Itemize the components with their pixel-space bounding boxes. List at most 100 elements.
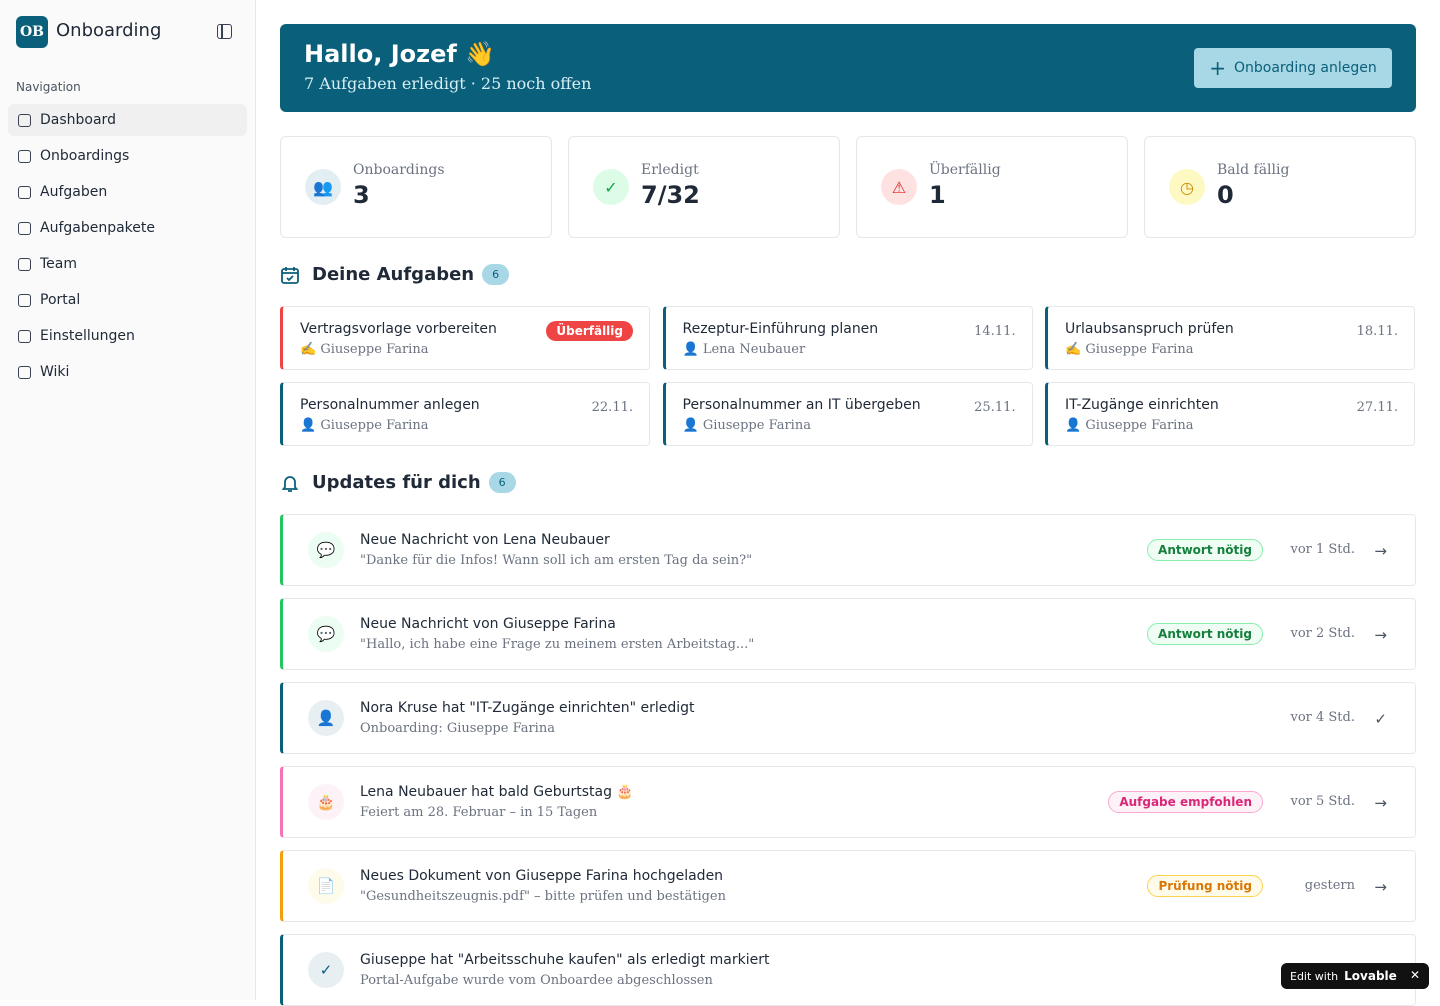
sidebar: OB Onboarding Navigation Dashboard Onboar… (0, 0, 256, 1000)
update-icon: 🎂 (308, 784, 344, 820)
nav-icon (18, 114, 31, 127)
update-action[interactable]: → (1374, 878, 1387, 896)
nav-label: Portal (40, 292, 81, 308)
update-card[interactable]: 👤 Nora Kruse hat "IT-Zugänge einrichten" … (280, 682, 1416, 754)
task-card[interactable]: Personalnummer anlegen 👤 Giuseppe Farina 2… (280, 382, 650, 446)
nav-item[interactable]: Einstellungen (8, 320, 247, 352)
stat-icon: 👥 (305, 169, 341, 205)
update-text: "Danke für die Infos! Wann soll ich am e… (360, 553, 753, 568)
update-title: Giuseppe hat "Arbeitsschuhe kaufen" als … (360, 952, 770, 968)
logo: OB (16, 16, 48, 48)
status-badge: Antwort nötig (1147, 623, 1263, 645)
nav-item[interactable]: Dashboard (8, 104, 247, 136)
nav-icon (18, 294, 31, 307)
stat-card: ◷ Bald fällig 0 (1144, 136, 1416, 238)
nav-icon (18, 366, 31, 379)
stat-label: Bald fällig (1217, 162, 1290, 178)
update-action[interactable]: ✓ (1374, 710, 1387, 728)
updates-heading: Updates für dich 6 (280, 472, 516, 493)
update-card[interactable]: 💬 Neue Nachricht von Giuseppe Farina "Hall… (280, 598, 1416, 670)
nav-item[interactable]: Team (8, 248, 247, 280)
stat-label: Überfällig (929, 162, 1001, 178)
update-time: vor 1 Std. (1290, 542, 1355, 557)
task-title: Vertragsvorlage vorbereiten (300, 321, 497, 337)
stat-value: 7/32 (641, 181, 700, 209)
update-title: Neue Nachricht von Giuseppe Farina (360, 616, 616, 632)
task-card[interactable]: Urlaubsanspruch prüfen ✍ Giuseppe Farina 1… (1045, 306, 1415, 370)
stat-icon: ◷ (1169, 169, 1205, 205)
task-card[interactable]: Personalnummer an IT übergeben 👤 Giuseppe… (662, 382, 1033, 446)
nav-item[interactable]: Aufgaben (8, 176, 247, 208)
button-label: Onboarding anlegen (1234, 60, 1377, 76)
stat-label: Onboardings (353, 162, 445, 178)
update-time: vor 5 Std. (1290, 794, 1355, 809)
task-person: ✍ Giuseppe Farina (300, 342, 429, 357)
task-title: IT-Zugänge einrichten (1065, 397, 1219, 413)
task-date: 22.11. (591, 400, 633, 415)
stat-value: 1 (929, 181, 946, 209)
update-title: Nora Kruse hat "IT-Zugänge einrichten" e… (360, 700, 695, 716)
update-card[interactable]: 💬 Neue Nachricht von Lena Neubauer "Danke … (280, 514, 1416, 586)
nav-icon (18, 258, 31, 271)
plus-icon: + (1209, 56, 1226, 80)
update-text: Onboarding: Giuseppe Farina (360, 721, 555, 736)
stat-card: ⚠ Überfällig 1 (856, 136, 1128, 238)
update-title: Lena Neubauer hat bald Geburtstag 🎂 (360, 784, 634, 800)
task-person: 👤 Giuseppe Farina (682, 418, 811, 433)
app-name: Onboarding (56, 20, 162, 41)
task-card[interactable]: Vertragsvorlage vorbereiten ✍ Giuseppe Fa… (280, 306, 650, 370)
update-time: vor 4 Std. (1290, 710, 1355, 725)
status-badge: Antwort nötig (1147, 539, 1263, 561)
nav-label: Einstellungen (40, 328, 135, 344)
update-time: gestern (1304, 878, 1355, 893)
badge-brand: Lovable (1344, 969, 1397, 983)
update-time: vor 2 Std. (1290, 626, 1355, 641)
sidebar-toggle[interactable] (217, 24, 232, 39)
task-title: Rezeptur-Einführung planen (682, 321, 879, 337)
update-action[interactable]: → (1374, 626, 1387, 644)
task-card[interactable]: IT-Zugänge einrichten 👤 Giuseppe Farina 27… (1045, 382, 1415, 446)
task-title: Personalnummer an IT übergeben (682, 397, 921, 413)
update-icon: 💬 (308, 616, 344, 652)
update-icon: 📄 (308, 868, 344, 904)
update-icon: 💬 (308, 532, 344, 568)
stat-icon: ⚠ (881, 169, 917, 205)
task-person: 👤 Giuseppe Farina (300, 418, 429, 433)
update-card[interactable]: 🎂 Lena Neubauer hat bald Geburtstag 🎂 Feie… (280, 766, 1416, 838)
status-badge: Aufgabe empfohlen (1108, 791, 1263, 813)
nav-label: Aufgabenpakete (40, 220, 156, 236)
nav-item[interactable]: Aufgabenpakete (8, 212, 247, 244)
stat-card: 👥 Onboardings 3 (280, 136, 552, 238)
calendar-icon (281, 266, 299, 284)
badge-prefix: Edit with (1290, 969, 1339, 983)
count-badge: 6 (488, 472, 516, 493)
nav-icon (18, 186, 31, 199)
nav-item[interactable]: Wiki (8, 356, 247, 388)
nav-label: Wiki (40, 364, 70, 380)
lovable-badge[interactable]: Edit with Lovable ✕ (1281, 963, 1429, 989)
nav-icon (18, 150, 31, 163)
nav-label: Team (40, 256, 78, 272)
update-text: Portal-Aufgabe wurde vom Onboardee abges… (360, 973, 713, 988)
update-action[interactable]: → (1374, 794, 1387, 812)
update-text: Feiert am 28. Februar – in 15 Tagen (360, 805, 598, 820)
close-icon[interactable]: ✕ (1409, 968, 1420, 982)
nav-label: Dashboard (40, 112, 116, 128)
nav-item[interactable]: Onboardings (8, 140, 247, 172)
status-badge: Prüfung nötig (1147, 875, 1263, 897)
update-card[interactable]: ✓ Giuseppe hat "Arbeitsschuhe kaufen" als… (280, 934, 1416, 1006)
hero: Hallo, Jozef 👋 7 Aufgaben erledigt · 25 … (280, 24, 1416, 112)
new-onboarding-button[interactable]: + Onboarding anlegen (1194, 48, 1392, 88)
tasks-heading: Deine Aufgaben 6 (280, 264, 510, 285)
nav-label: Aufgaben (40, 184, 108, 200)
update-action[interactable]: → (1374, 542, 1387, 560)
stat-value: 3 (353, 181, 370, 209)
stat-card: ✓ Erledigt 7/32 (568, 136, 840, 238)
nav-label: Onboardings (40, 148, 130, 164)
heading-text: Deine Aufgaben (312, 264, 475, 285)
bell-icon (281, 475, 299, 492)
nav-item[interactable]: Portal (8, 284, 247, 316)
nav-icon (18, 222, 31, 235)
update-card[interactable]: 📄 Neues Dokument von Giuseppe Farina hoch… (280, 850, 1416, 922)
task-card[interactable]: Rezeptur-Einführung planen 👤 Lena Neubaue… (662, 306, 1033, 370)
